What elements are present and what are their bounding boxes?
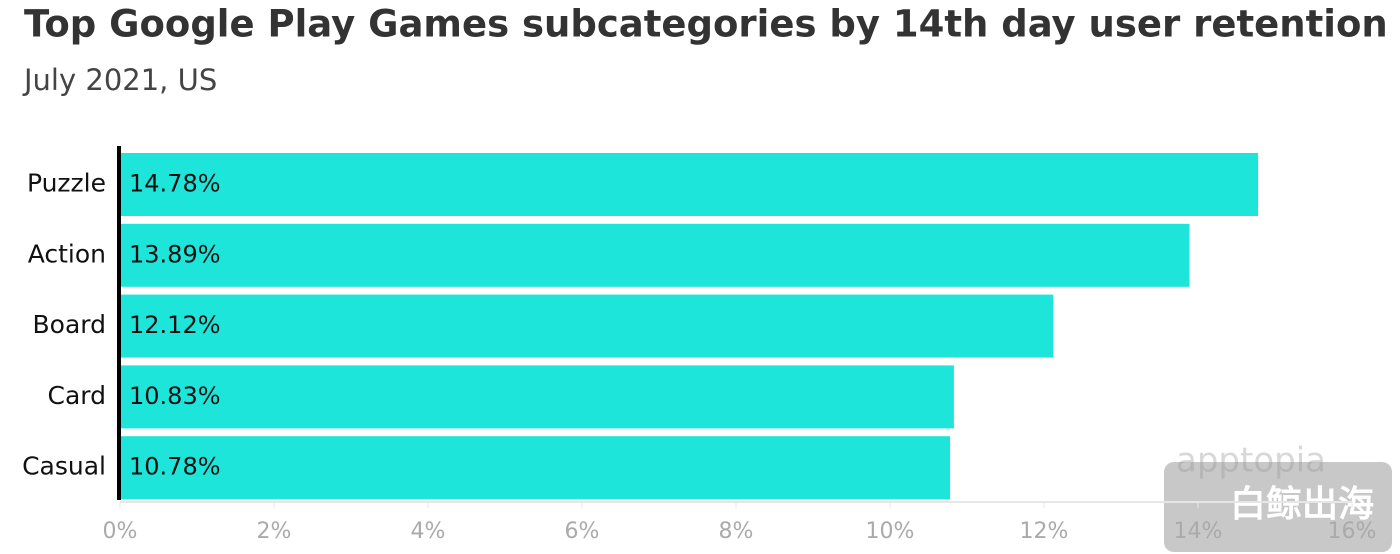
value-label: 12.12% bbox=[129, 311, 221, 339]
x-tick-label: 16% bbox=[1328, 519, 1377, 544]
bar bbox=[120, 223, 1190, 287]
watermark: 白鲸出海 bbox=[1230, 484, 1374, 525]
watermark-bg bbox=[1164, 462, 1392, 552]
chart-subtitle: July 2021, US bbox=[22, 63, 217, 97]
bar bbox=[120, 294, 1054, 358]
y-tick-label: Casual bbox=[22, 452, 106, 481]
x-tick-label: 2% bbox=[257, 519, 292, 544]
chart-title: Top Google Play Games subcategories by 1… bbox=[24, 3, 1388, 46]
value-label: 13.89% bbox=[129, 240, 221, 268]
y-tick-label: Card bbox=[48, 381, 106, 410]
y-tick-label: Action bbox=[28, 239, 106, 268]
x-tick-label: 6% bbox=[565, 519, 600, 544]
bar bbox=[120, 153, 1259, 216]
value-label: 14.78% bbox=[129, 170, 221, 198]
bar bbox=[120, 436, 951, 500]
bar bbox=[120, 365, 954, 429]
x-tick-label: 0% bbox=[103, 519, 138, 544]
x-tick-label: 8% bbox=[719, 519, 754, 544]
x-tick-label: 10% bbox=[866, 519, 915, 544]
x-tick-label: 4% bbox=[411, 519, 446, 544]
y-tick-label: Puzzle bbox=[27, 169, 106, 198]
x-tick-label: 14% bbox=[1174, 519, 1223, 544]
value-label: 10.83% bbox=[129, 382, 221, 410]
y-tick-label: Board bbox=[33, 310, 106, 339]
x-tick-label: 12% bbox=[1020, 519, 1069, 544]
value-label: 10.78% bbox=[129, 453, 221, 481]
